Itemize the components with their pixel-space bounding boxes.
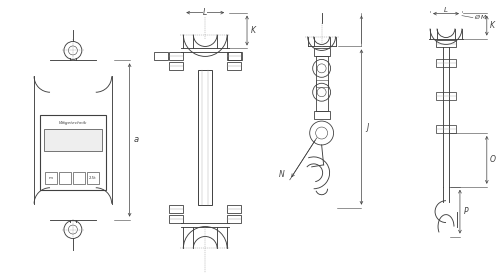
Text: L: L [444, 7, 448, 13]
Bar [170, 215, 183, 222]
Text: N: N [279, 170, 285, 179]
Text: P: P [464, 207, 468, 216]
Text: J: J [366, 123, 368, 132]
Bar [228, 52, 242, 60]
Text: K: K [250, 26, 256, 35]
Bar [154, 52, 168, 60]
Text: K: K [490, 21, 496, 30]
Bar [40, 115, 106, 190]
Text: Ø M: Ø M [474, 15, 486, 20]
Text: 2.5t: 2.5t [89, 176, 96, 180]
Text: m: m [49, 176, 53, 180]
Bar [436, 41, 456, 47]
Bar [198, 70, 212, 205]
Bar [436, 125, 456, 133]
Bar [314, 49, 330, 56]
Bar [436, 92, 456, 100]
Bar [316, 56, 328, 111]
Text: Wägetechnik: Wägetechnik [58, 121, 87, 125]
Bar [314, 111, 330, 119]
Bar [227, 205, 241, 213]
Bar [170, 62, 183, 70]
Bar [436, 59, 456, 67]
Bar [45, 172, 57, 184]
Bar [316, 80, 328, 87]
Bar [227, 215, 241, 222]
Bar [170, 52, 183, 60]
Bar [170, 205, 183, 213]
Bar [59, 172, 71, 184]
Bar [44, 129, 102, 151]
Bar [227, 62, 241, 70]
Bar [73, 172, 85, 184]
Text: L: L [203, 8, 207, 17]
Text: a: a [134, 136, 139, 145]
Bar [87, 172, 99, 184]
Text: O: O [490, 155, 496, 164]
Bar [227, 52, 241, 60]
